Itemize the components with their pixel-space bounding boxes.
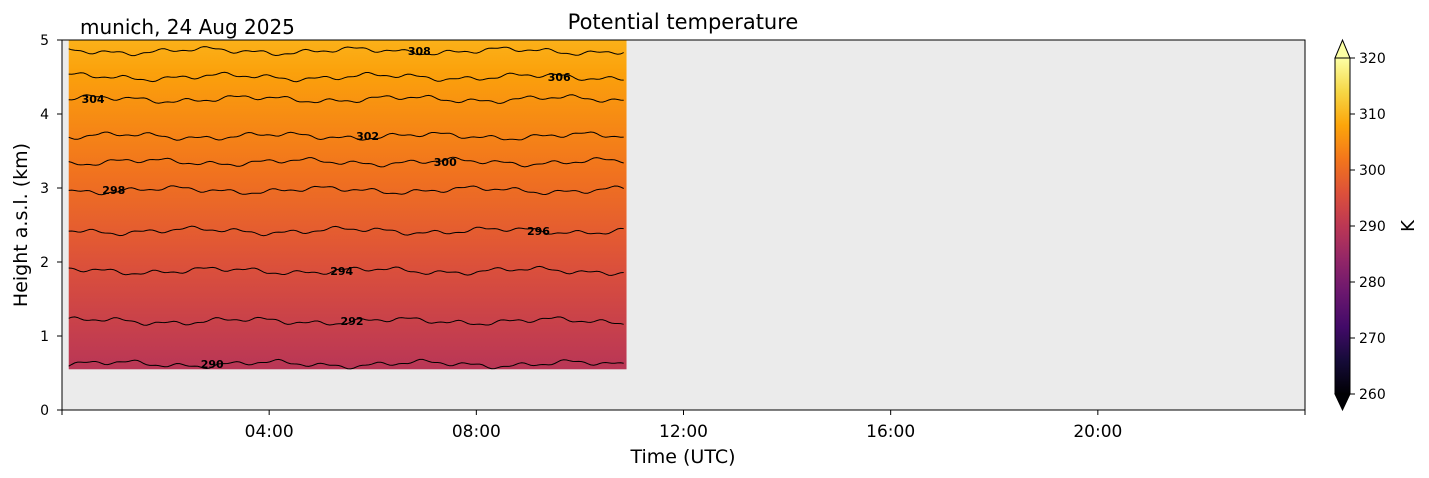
contour-line-308 (68, 46, 624, 57)
chart-title: Potential temperature (568, 10, 799, 34)
contour-line-300 (68, 156, 624, 168)
contour-line-290 (68, 358, 624, 370)
heatmap-field (68, 40, 627, 370)
colorbar-ticks: 260 270 280 290 300 310 320 (1350, 51, 1386, 403)
colorbar-extend-min (1334, 393, 1351, 412)
y-axis-label: Height a.s.l. (km) (10, 143, 32, 307)
y-tick-label: 0 (40, 403, 49, 419)
colorbar-tick-label: 270 (1359, 331, 1386, 347)
x-tick-label: 16:00 (866, 422, 915, 442)
contour-line-292 (68, 316, 624, 326)
contour-label-300: 300 (434, 156, 457, 169)
colorbar-tick-label: 290 (1359, 219, 1386, 235)
y-tick-label: 2 (40, 255, 49, 271)
x-tick-label: 08:00 (452, 422, 501, 442)
colorbar-label: K (1398, 219, 1419, 232)
colorbar-extend-max (1334, 38, 1351, 59)
contour-line-302 (68, 131, 624, 141)
contour-label-302: 302 (356, 130, 379, 143)
colorbar: 260 270 280 290 300 310 320 K (1334, 38, 1419, 412)
y-tick-label: 3 (40, 181, 49, 197)
contour-label-298: 298 (102, 184, 125, 197)
heatmap-data-area (68, 40, 627, 370)
contour-label-308: 308 (408, 45, 431, 58)
colorbar-tick-label: 310 (1359, 107, 1386, 123)
contour-labels: 290 292 294 296 298 300 302 304 306 308 (82, 45, 571, 371)
contour-label-296: 296 (527, 225, 550, 238)
contour-line-294 (68, 265, 624, 276)
contour-label-306: 306 (548, 71, 571, 84)
contour-line-298 (68, 185, 624, 196)
location-date-label: munich, 24 Aug 2025 (80, 15, 295, 39)
y-axis-ticks: 0 1 2 3 4 5 (40, 33, 62, 419)
y-tick-label: 4 (40, 107, 49, 123)
x-tick-label: 20:00 (1073, 422, 1122, 442)
contour-lines (68, 46, 624, 370)
x-axis-label: Time (UTC) (629, 446, 735, 468)
x-tick-label: 04:00 (245, 422, 294, 442)
y-tick-label: 5 (40, 33, 49, 49)
contour-line-304 (68, 94, 624, 104)
x-tick-label: 12:00 (659, 422, 708, 442)
contour-label-294: 294 (330, 265, 353, 278)
colorbar-tick-label: 280 (1359, 275, 1386, 291)
y-tick-label: 1 (40, 329, 49, 345)
contour-line-306 (68, 71, 624, 83)
colorbar-body (1334, 57, 1351, 395)
contour-label-292: 292 (341, 315, 364, 328)
colorbar-tick-label: 260 (1359, 387, 1386, 403)
colorbar-tick-label: 320 (1359, 51, 1386, 67)
colorbar-tick-label: 300 (1359, 163, 1386, 179)
contour-label-290: 290 (201, 358, 224, 371)
contour-label-304: 304 (82, 93, 105, 106)
contour-line-296 (68, 225, 624, 237)
x-axis-ticks: 04:00 08:00 12:00 16:00 20:00 (61, 410, 1306, 442)
